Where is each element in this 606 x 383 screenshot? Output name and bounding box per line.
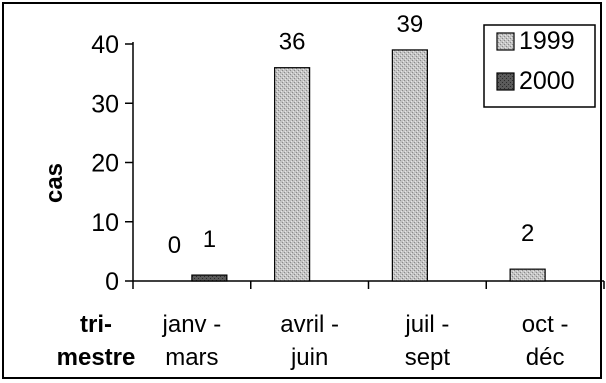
bar-value-label: 0 — [168, 232, 181, 259]
x-category-label: mars — [165, 344, 218, 371]
x-category-label: sept — [405, 344, 451, 371]
y-tick-label: 0 — [105, 268, 119, 296]
y-axis-title: cas — [41, 163, 68, 203]
bar-1999 — [274, 67, 311, 282]
x-category-label: avril - — [280, 311, 339, 338]
x-category-label: janv - — [162, 311, 222, 338]
x-category-label: oct - — [522, 311, 569, 338]
bar-value-label: 2 — [521, 220, 534, 247]
x-category-label: juil - — [404, 311, 449, 338]
legend-swatch — [496, 72, 515, 91]
legend-swatch — [496, 32, 515, 51]
bar-2000 — [191, 274, 228, 282]
y-tick-label: 30 — [91, 90, 119, 118]
bar-1999 — [391, 49, 428, 282]
bar-1999 — [509, 268, 546, 282]
x-category-label: juin — [290, 344, 328, 371]
x-axis-title-line-2: mestre — [57, 344, 136, 371]
bar-value-label: 39 — [397, 11, 424, 38]
x-axis-title-line-1: tri- — [80, 311, 112, 338]
legend-label: 2000 — [519, 67, 575, 95]
chart-frame — [2, 2, 602, 379]
y-tick-label: 40 — [91, 31, 119, 59]
legend-label: 1999 — [519, 27, 575, 55]
x-category-label: déc — [526, 344, 565, 371]
bar-value-label: 36 — [279, 29, 306, 56]
bar-value-label: 1 — [203, 226, 216, 253]
y-tick-label: 20 — [91, 150, 119, 178]
y-tick-label: 10 — [91, 209, 119, 237]
